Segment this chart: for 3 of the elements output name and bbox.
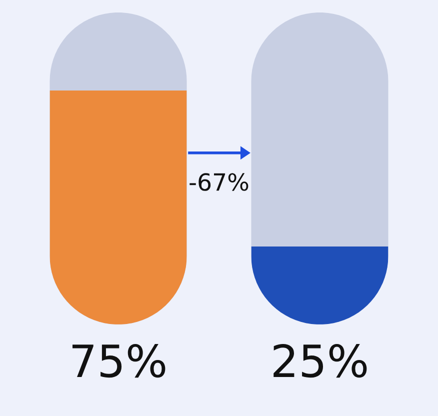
- annotation: -67%: [190, 173, 248, 191]
- data-label: 75%: [72, 344, 166, 378]
- data-label: 25%: [274, 344, 367, 378]
